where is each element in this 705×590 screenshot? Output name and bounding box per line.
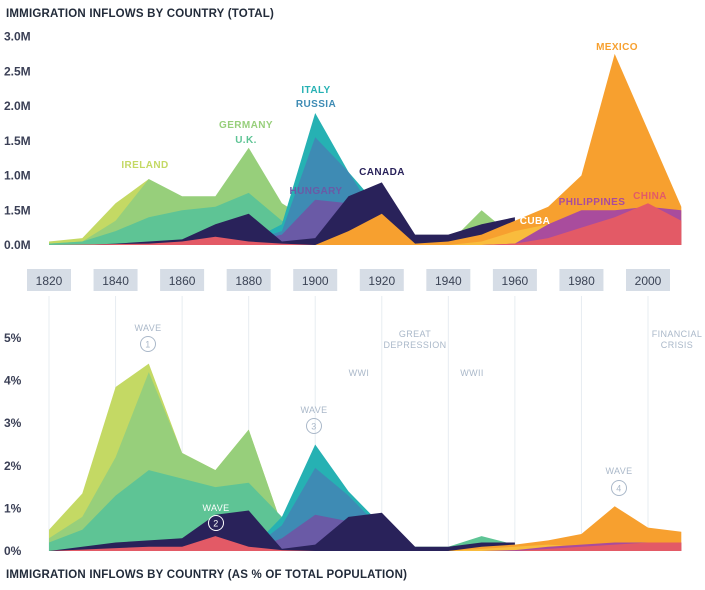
event-label-great-depression: DEPRESSION xyxy=(383,340,446,350)
x-tick-label: 1860 xyxy=(169,274,196,288)
x-tick-1920: 1920 xyxy=(359,269,404,291)
x-tick-label: 1960 xyxy=(502,274,529,288)
x-tick-1960: 1960 xyxy=(492,269,537,291)
bottom-chart-title: IMMIGRATION INFLOWS BY COUNTRY (AS % OF … xyxy=(6,569,408,581)
x-tick-1880: 1880 xyxy=(226,269,271,291)
event-label-wwi: WWI xyxy=(349,368,370,378)
x-tick-1860: 1860 xyxy=(160,269,205,291)
wave-label: WAVE xyxy=(202,503,229,513)
top-area-chart: 0.0M 1.5M 1.0M 1.5M 2.0M 2.5M 3.0M IRELAND GERMA… xyxy=(4,30,682,252)
x-tick-1900: 1900 xyxy=(293,269,338,291)
series-label-mexico: MEXICO xyxy=(596,42,638,53)
x-tick-2000: 2000 xyxy=(626,269,670,291)
wave-2-marker: WAVE 2 xyxy=(202,503,229,531)
series-label-cuba: CUBA xyxy=(520,216,551,227)
bottom-area-chart: 0% 1% 2% 3% 4% 5% WAVE 1 WAVE 2 WAVE 3 WWI GREATDEPRE… xyxy=(4,296,702,558)
area-u-k xyxy=(49,192,515,245)
area-pct-canada xyxy=(49,510,515,551)
wave-number: 3 xyxy=(311,422,316,432)
x-tick-label: 1980 xyxy=(568,274,595,288)
event-label-great-depression: GREAT xyxy=(399,329,431,339)
series-label-hungary: HUNGARY xyxy=(290,186,343,197)
wave-label: WAVE xyxy=(300,405,327,415)
area-mexico xyxy=(315,53,682,246)
series-label-canada: CANADA xyxy=(359,167,405,178)
y-tick-label: 1.0M xyxy=(4,169,31,183)
x-tick-1940: 1940 xyxy=(426,269,471,291)
area-pct-china xyxy=(49,536,682,551)
x-tick-label: 1900 xyxy=(302,274,329,288)
x-tick-label: 1920 xyxy=(368,274,395,288)
wave-1-marker: WAVE 1 xyxy=(134,323,161,352)
year-axis: 1820 1840 1860 1880 1900 1920 1940 1960 1980 2000 xyxy=(0,262,705,291)
area-china xyxy=(49,203,682,245)
y-tick-label-pct: 2% xyxy=(4,459,22,473)
wave-3-marker: WAVE 3 xyxy=(300,405,327,434)
x-tick-1840: 1840 xyxy=(93,269,138,291)
area-pct-u-k xyxy=(49,470,515,551)
top-chart-title: IMMIGRATION INFLOWS BY COUNTRY (TOTAL) xyxy=(6,8,275,20)
series-label-u-k: U.K. xyxy=(235,135,257,146)
area-pct-mexico xyxy=(448,506,682,551)
x-tick-1820: 1820 xyxy=(27,269,71,291)
event-label-financial-crisis: CRISIS xyxy=(661,340,693,350)
y-tick-label-pct: 5% xyxy=(4,331,22,345)
y-tick-label: 0.0M xyxy=(4,238,31,252)
y-tick-label: 1.5M xyxy=(4,203,31,217)
wave-label: WAVE xyxy=(134,323,161,333)
x-tick-label: 2000 xyxy=(635,274,662,288)
wave-number: 1 xyxy=(145,340,150,350)
x-tick-label: 1840 xyxy=(102,274,129,288)
series-label-philippines: PHILIPPINES xyxy=(559,197,626,208)
x-tick-label: 1940 xyxy=(435,274,462,288)
y-tick-label: 2.0M xyxy=(4,99,31,113)
wave-label: WAVE xyxy=(605,466,632,476)
series-label-germany: GERMANY xyxy=(219,120,273,131)
y-tick-label: 2.5M xyxy=(4,64,31,78)
y-tick-label-pct: 1% xyxy=(4,501,22,515)
y-tick-label: 3.0M xyxy=(4,30,31,44)
x-tick-label: 1880 xyxy=(235,274,262,288)
x-tick-label: 1820 xyxy=(36,274,63,288)
series-label-china: CHINA xyxy=(633,191,667,202)
y-tick-label: 1.5M xyxy=(4,134,31,148)
series-label-italy: ITALY xyxy=(301,85,330,96)
wave-4-marker: WAVE 4 xyxy=(605,466,632,496)
wave-number: 4 xyxy=(616,484,621,494)
wave-number: 2 xyxy=(213,519,218,529)
y-tick-label-pct: 0% xyxy=(4,544,22,558)
event-label-financial-crisis: FINANCIAL xyxy=(652,329,703,339)
y-tick-label-pct: 3% xyxy=(4,416,22,430)
series-label-ireland: IRELAND xyxy=(121,160,168,171)
x-tick-1980: 1980 xyxy=(559,269,604,291)
y-tick-label-pct: 4% xyxy=(4,374,22,388)
event-label-wwii: WWII xyxy=(460,368,484,378)
series-label-russia: RUSSIA xyxy=(296,99,336,110)
